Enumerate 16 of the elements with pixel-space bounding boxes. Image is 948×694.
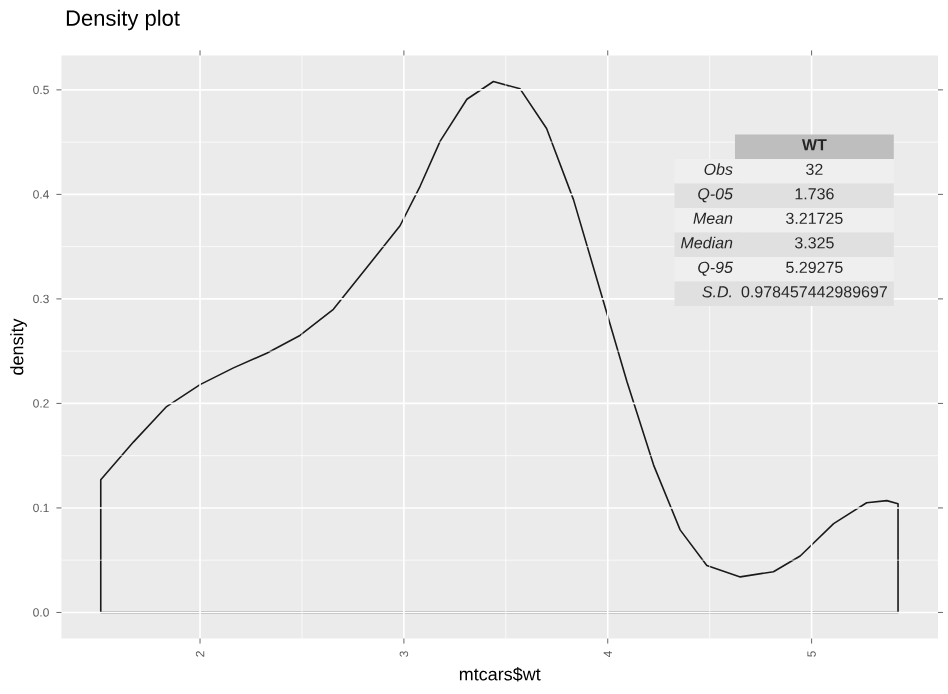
y-axis-title: density	[10, 318, 27, 375]
annotation: Mean	[693, 212, 733, 224]
annotation: WT	[801, 139, 827, 151]
annotation: 32	[806, 163, 823, 175]
annotation: 3.21725	[786, 212, 843, 224]
annotation: Obs	[704, 163, 733, 175]
x-axis-title: mtcars$wt	[459, 667, 541, 682]
annotation: S.D.	[702, 286, 732, 298]
annotation: Q-05	[698, 188, 733, 203]
annotation: Q-95	[698, 261, 733, 276]
annotation: 1.736	[795, 188, 834, 200]
chart-title: Density plot	[66, 9, 180, 31]
annotation: Median	[681, 236, 733, 249]
annotation: 5.29275	[786, 261, 843, 273]
annotation: 3.325	[794, 237, 834, 249]
annotation: 0.978457442989697	[741, 286, 887, 298]
